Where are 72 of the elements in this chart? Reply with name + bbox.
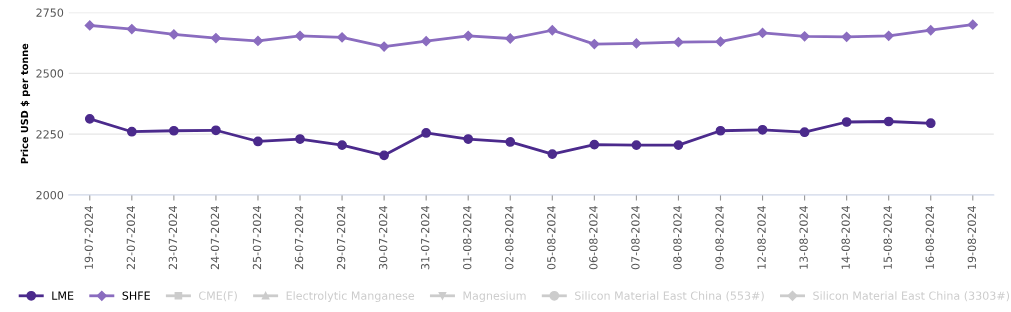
legend-label: SHFE: [122, 291, 150, 300]
y-axis-title: Price USD $ per tonne: [20, 43, 31, 164]
point: [337, 140, 347, 150]
point: [126, 23, 137, 35]
point: [210, 32, 222, 44]
y-tick-label: 2500: [36, 69, 64, 78]
point: [841, 31, 852, 42]
point: [253, 136, 263, 147]
x-tick-label: 06-08-2024: [589, 206, 598, 270]
point: [883, 116, 894, 127]
x-tick-label: 16-08-2024: [925, 206, 934, 269]
point: [294, 30, 306, 41]
point: [715, 36, 726, 47]
point: [126, 126, 137, 137]
point: [757, 124, 768, 135]
point: [421, 128, 432, 138]
point: [967, 19, 978, 30]
x-tick-label: 05-08-2024: [547, 206, 556, 270]
point: [925, 25, 936, 36]
point: [505, 33, 516, 44]
point: [378, 41, 390, 52]
x-tick-label: 24-07-2024: [210, 206, 220, 270]
y-tick-label: 2000: [36, 190, 64, 200]
point: [379, 150, 389, 161]
x-tick-label: 22-07-2024: [126, 206, 136, 270]
y-tick-label: 2250: [36, 130, 64, 139]
x-tick-label: 07-08-2024: [631, 206, 640, 270]
x-tick-label: 08-08-2024: [673, 206, 682, 270]
point: [252, 35, 264, 47]
point: [463, 134, 474, 144]
x-tick-label: 01-08-2024: [463, 206, 472, 270]
point: [589, 39, 600, 50]
point: [799, 31, 810, 42]
point: [673, 37, 684, 48]
x-tick-label: 09-08-2024: [715, 206, 724, 270]
x-tick-label: 23-07-2024: [168, 206, 178, 270]
point: [421, 36, 432, 47]
point: [673, 140, 684, 150]
point: [631, 140, 642, 150]
x-tick-label: 14-08-2024: [841, 206, 850, 269]
point: [505, 137, 516, 147]
point: [84, 113, 95, 124]
point: [547, 149, 558, 159]
point: [589, 139, 600, 150]
x-tick-label: 25-07-2024: [252, 206, 262, 270]
point: [169, 125, 179, 136]
point: [211, 125, 221, 136]
point: [336, 32, 348, 43]
point: [925, 118, 936, 129]
point: [84, 20, 95, 31]
x-tick-label: 19-08-2024: [967, 206, 977, 269]
point: [799, 127, 810, 138]
point: [631, 38, 642, 49]
point: [295, 134, 305, 144]
legend-label: LME: [52, 291, 74, 300]
point: [463, 30, 474, 41]
point: [841, 117, 852, 127]
x-tick-label: 12-08-2024: [757, 206, 766, 269]
point: [547, 25, 558, 36]
x-tick-label: 29-07-2024: [336, 206, 346, 270]
x-tick-label: 30-07-2024: [378, 206, 388, 270]
y-tick-label: 2750: [36, 8, 64, 17]
x-tick-label: 19-07-2024: [84, 206, 93, 269]
x-tick-label: 15-08-2024: [883, 206, 892, 269]
x-tick-label: 31-07-2024: [420, 206, 430, 270]
x-tick-label: 26-07-2024: [294, 206, 304, 270]
x-tick-label: 13-08-2024: [799, 206, 808, 269]
point: [883, 30, 894, 41]
point: [757, 27, 768, 39]
point: [168, 29, 179, 40]
x-tick-label: 02-08-2024: [505, 206, 514, 270]
point: [715, 125, 726, 136]
